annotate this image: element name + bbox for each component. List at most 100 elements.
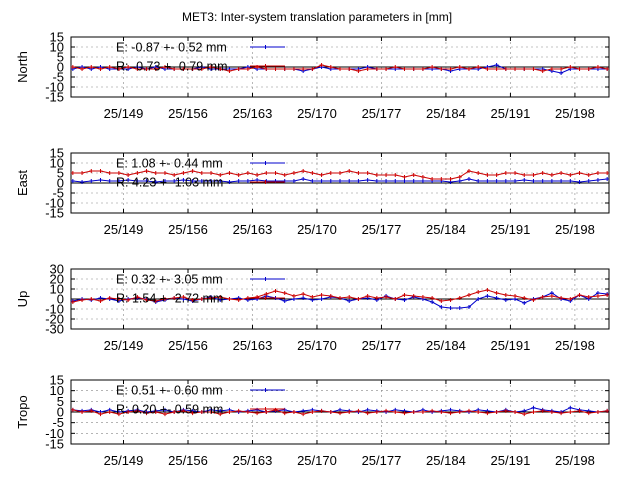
data-point [89,65,94,69]
data-point [199,297,204,301]
data-point [402,293,407,297]
data-point [402,298,407,302]
data-point [273,289,278,293]
data-point [310,171,315,175]
data-point [466,293,471,297]
data-point [402,67,407,71]
data-point [402,175,407,179]
data-point [319,63,324,67]
data-point [374,179,379,183]
chart-title: MET3: Inter-system translation parameter… [182,10,452,24]
data-point [448,306,453,310]
data-point [549,179,554,183]
data-point [531,179,536,183]
legend-label-e: E: 1.08 +- 0.44 mm [116,157,223,171]
y-tick-label: 0 [57,405,64,420]
data-point [586,173,591,177]
data-point [605,171,610,175]
data-point [135,295,140,299]
data-point [255,178,260,182]
y-tick-label: 10 [50,156,64,171]
data-point [162,407,167,412]
legend-label-e: E: 0.32 +- 3.05 mm [116,273,223,287]
data-point [116,297,121,301]
data-point [162,65,167,69]
data-point [126,65,131,69]
data-point [457,179,462,183]
data-point [430,296,435,300]
data-point [549,67,554,71]
data-point [199,179,204,183]
x-tick-label: 25/156 [168,453,208,468]
data-point [245,296,250,300]
data-point [503,408,508,413]
x-tick-label: 25/149 [104,338,144,353]
x-tick-label: 25/191 [491,106,531,121]
data-point [494,296,499,300]
data-point [513,410,518,414]
x-tick-label: 25/198 [555,453,595,468]
data-point [595,178,600,182]
data-point [559,296,564,300]
data-point [209,65,214,69]
data-point [522,412,527,417]
x-tick-label: 25/149 [104,106,144,121]
x-tick-label: 25/177 [362,106,402,121]
data-point [494,291,499,295]
data-point [135,408,140,413]
data-point [420,410,425,414]
data-point [365,67,370,71]
y-tick-label: 10 [50,282,64,297]
data-point [218,67,223,71]
y-tick-label: -10 [45,196,64,211]
data-point [540,171,545,175]
data-point [384,173,389,177]
data-point [347,169,352,173]
data-point [291,294,296,298]
y-tick-label: 5 [57,394,64,409]
data-point [218,412,223,417]
series-r [70,63,610,73]
x-tick-label: 25/177 [362,222,402,237]
data-point [531,67,536,71]
data-point [144,169,149,173]
data-point [393,410,398,414]
x-tick-label: 25/177 [362,338,402,353]
data-point [411,67,416,71]
data-point [236,67,241,71]
data-point [476,297,481,301]
data-point [328,179,333,183]
data-point [605,408,610,413]
data-point [356,171,361,175]
legend-label-r: R: -0.73 +- 0.79 mm [116,60,228,74]
y-tick-label: -20 [45,312,64,327]
data-point [549,294,554,298]
data-point [98,169,103,173]
y-tick-label: 10 [50,40,64,55]
data-point [162,412,167,417]
data-point [328,171,333,175]
x-tick-label: 25/163 [233,222,273,237]
data-point [310,67,315,71]
data-point [181,67,186,71]
data-point [153,180,158,184]
data-point [245,410,250,414]
data-point [227,171,232,175]
data-point [513,171,518,175]
x-tick-label: 25/177 [362,453,402,468]
y-tick-label: 5 [57,50,64,65]
data-point [485,288,490,292]
data-point [70,171,75,175]
data-point [393,65,398,69]
y-tick-label: -5 [52,70,64,85]
data-point [328,65,333,69]
data-point [457,175,462,179]
data-point [586,67,591,71]
data-point [374,67,379,71]
data-point [513,179,518,183]
data-point [199,67,204,71]
data-point [577,171,582,175]
data-point [549,410,554,414]
data-point [503,67,508,71]
